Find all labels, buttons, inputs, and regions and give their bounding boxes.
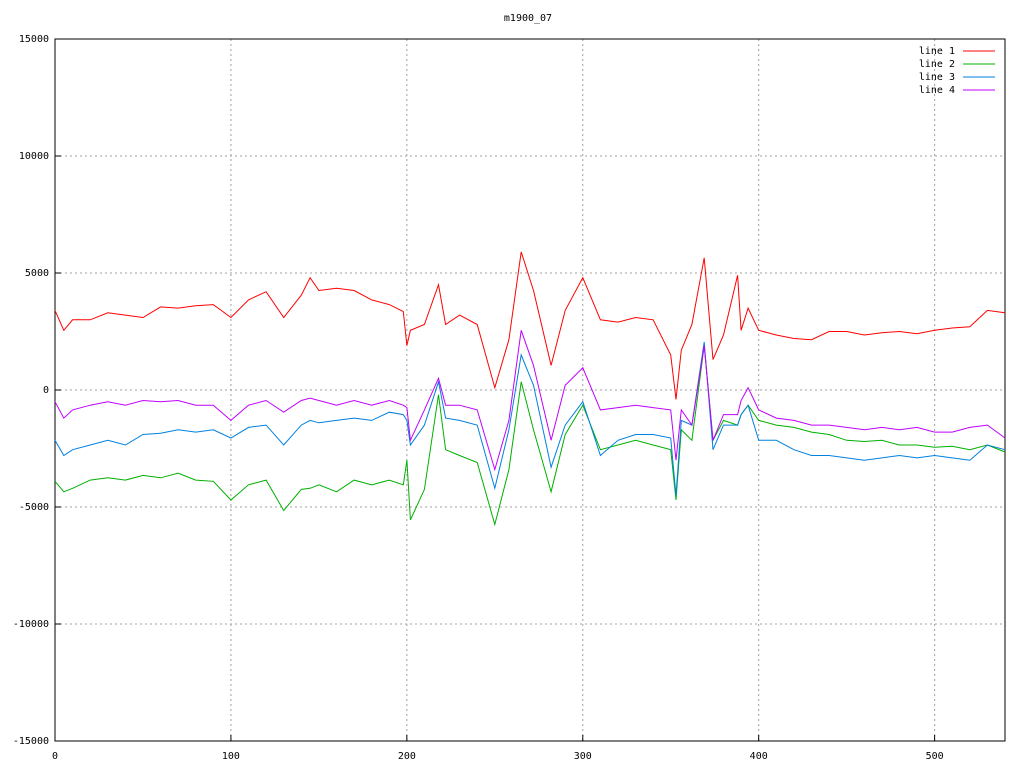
x-tick-label: 100 <box>222 751 240 762</box>
plot-frame <box>54 38 1006 742</box>
legend-label: line 2 <box>919 59 955 70</box>
x-tick-label: 0 <box>52 751 58 762</box>
y-tick-label: 5000 <box>25 268 49 279</box>
x-tick-label: 400 <box>750 751 768 762</box>
y-tick-label: 10000 <box>19 151 49 162</box>
y-tick-label: 0 <box>43 385 49 396</box>
chart-title: m1900_07 <box>504 13 552 24</box>
legend-label: line 4 <box>919 85 955 96</box>
y-tick-label: -10000 <box>13 619 49 630</box>
y-tick-label: -5000 <box>19 502 49 513</box>
data-line <box>54 345 1006 527</box>
y-tick-label: 15000 <box>19 34 49 45</box>
data-line <box>54 330 1006 472</box>
data-line <box>54 251 1006 400</box>
legend-label: line 1 <box>919 46 955 57</box>
x-tick-label: 500 <box>926 751 944 762</box>
data-line <box>54 341 1006 496</box>
legend-label: line 3 <box>919 72 955 83</box>
x-tick-label: 200 <box>398 751 416 762</box>
y-tick-label: -15000 <box>13 736 49 747</box>
x-tick-label: 300 <box>574 751 592 762</box>
